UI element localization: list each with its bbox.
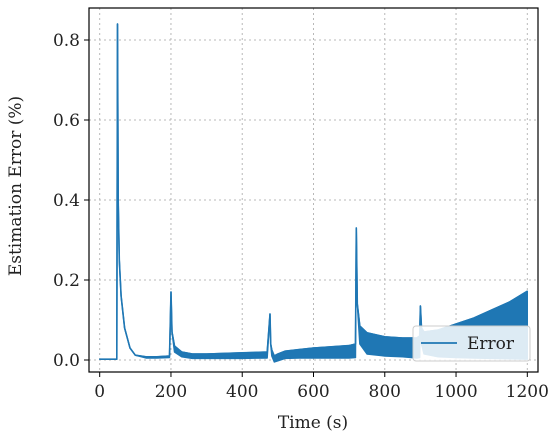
- ticks: 0 200 400 600 800 1000 1200 0.0 0.2 0.4 0.6 0.8: [53, 31, 549, 402]
- legend-box: [412, 325, 531, 362]
- x-axis-label: Time (s): [278, 413, 348, 433]
- grid: [89, 8, 538, 372]
- y-tick-label: 0.0: [53, 351, 80, 371]
- x-tick-label: 200: [155, 382, 187, 402]
- x-tick-label: 400: [226, 382, 258, 402]
- x-tick-label: 600: [297, 382, 329, 402]
- series-error-line: [99, 23, 528, 360]
- y-axis-label: Estimation Error (%): [6, 96, 26, 276]
- y-tick-label: 0.6: [53, 111, 80, 131]
- x-tick-label: 1000: [434, 382, 477, 402]
- y-tick-label: 0.8: [53, 31, 80, 51]
- y-tick-label: 0.2: [53, 271, 80, 291]
- legend: Error: [412, 325, 531, 362]
- legend-label: Error: [467, 334, 515, 354]
- y-tick-label: 0.4: [53, 191, 80, 211]
- x-tick-label: 0: [94, 382, 105, 402]
- x-tick-label: 1200: [506, 382, 549, 402]
- x-tick-label: 800: [369, 382, 401, 402]
